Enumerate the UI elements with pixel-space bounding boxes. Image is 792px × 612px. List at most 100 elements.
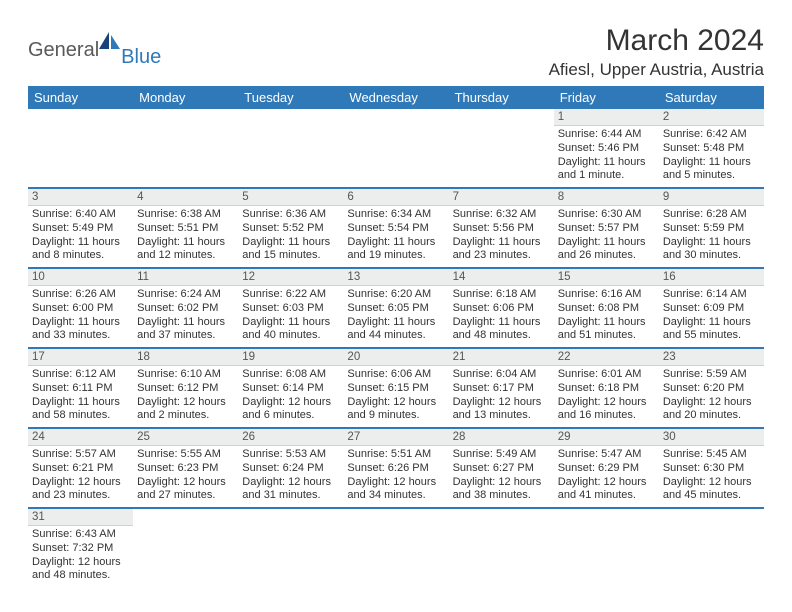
title-block: March 2024 Afiesl, Upper Austria, Austri…	[549, 24, 764, 80]
day-number: 14	[449, 269, 554, 286]
day-info: Sunrise: 6:28 AMSunset: 5:59 PMDaylight:…	[659, 206, 764, 267]
day-cell: 12Sunrise: 6:22 AMSunset: 6:03 PMDayligh…	[238, 268, 343, 348]
day-info: Sunrise: 6:40 AMSunset: 5:49 PMDaylight:…	[28, 206, 133, 267]
day-sr: Sunrise: 6:36 AM	[242, 208, 339, 222]
day-info: Sunrise: 6:44 AMSunset: 5:46 PMDaylight:…	[554, 126, 659, 187]
day-ss: Sunset: 6:14 PM	[242, 382, 339, 396]
day-dl1: Daylight: 11 hours	[558, 156, 655, 170]
day-info: Sunrise: 6:34 AMSunset: 5:54 PMDaylight:…	[343, 206, 448, 267]
day-info: Sunrise: 6:04 AMSunset: 6:17 PMDaylight:…	[449, 366, 554, 427]
day-ss: Sunset: 6:18 PM	[558, 382, 655, 396]
day-ss: Sunset: 6:12 PM	[137, 382, 234, 396]
day-sr: Sunrise: 6:10 AM	[137, 368, 234, 382]
calendar-body: 1Sunrise: 6:44 AMSunset: 5:46 PMDaylight…	[28, 109, 764, 587]
day-ss: Sunset: 6:05 PM	[347, 302, 444, 316]
day-cell	[659, 508, 764, 587]
day-dl1: Daylight: 11 hours	[32, 396, 129, 410]
day-cell: 14Sunrise: 6:18 AMSunset: 6:06 PMDayligh…	[449, 268, 554, 348]
day-info: Sunrise: 6:36 AMSunset: 5:52 PMDaylight:…	[238, 206, 343, 267]
day-ss: Sunset: 6:06 PM	[453, 302, 550, 316]
day-dl2: and 34 minutes.	[347, 489, 444, 503]
day-dl1: Daylight: 11 hours	[663, 156, 760, 170]
day-dl1: Daylight: 12 hours	[663, 476, 760, 490]
day-info: Sunrise: 6:42 AMSunset: 5:48 PMDaylight:…	[659, 126, 764, 187]
day-number: 15	[554, 269, 659, 286]
day-ss: Sunset: 6:15 PM	[347, 382, 444, 396]
day-sr: Sunrise: 5:53 AM	[242, 448, 339, 462]
day-sr: Sunrise: 5:57 AM	[32, 448, 129, 462]
day-dl2: and 48 minutes.	[453, 329, 550, 343]
day-dl1: Daylight: 12 hours	[453, 476, 550, 490]
day-dl1: Daylight: 12 hours	[242, 396, 339, 410]
day-cell	[343, 109, 448, 188]
week-row: 31 Sunrise: 6:43 AMSunset: 7:32 PMDayligh…	[28, 508, 764, 587]
day-ss: Sunset: 6:26 PM	[347, 462, 444, 476]
day-dl2: and 44 minutes.	[347, 329, 444, 343]
day-sr: Sunrise: 5:59 AM	[663, 368, 760, 382]
day-ss: Sunset: 6:02 PM	[137, 302, 234, 316]
day-dl2: and 30 minutes.	[663, 249, 760, 263]
day-ss: Sunset: 5:59 PM	[663, 222, 760, 236]
day-sr: Sunrise: 6:01 AM	[558, 368, 655, 382]
day-cell: 5Sunrise: 6:36 AMSunset: 5:52 PMDaylight…	[238, 188, 343, 268]
day-dl2: and 2 minutes.	[137, 409, 234, 423]
sail-icon	[99, 32, 121, 55]
day-sr: Sunrise: 5:49 AM	[453, 448, 550, 462]
day-sr: Sunrise: 6:16 AM	[558, 288, 655, 302]
day-ss: Sunset: 6:23 PM	[137, 462, 234, 476]
day-dl1: Daylight: 12 hours	[347, 396, 444, 410]
day-dl2: and 13 minutes.	[453, 409, 550, 423]
day-sr: Sunrise: 5:47 AM	[558, 448, 655, 462]
day-sr: Sunrise: 5:51 AM	[347, 448, 444, 462]
day-number: 21	[449, 349, 554, 366]
day-number: 25	[133, 429, 238, 446]
day-dl2: and 41 minutes.	[558, 489, 655, 503]
day-cell: 6Sunrise: 6:34 AMSunset: 5:54 PMDaylight…	[343, 188, 448, 268]
day-dl2: and 26 minutes.	[558, 249, 655, 263]
day-cell: 17Sunrise: 6:12 AMSunset: 6:11 PMDayligh…	[28, 348, 133, 428]
day-ss: Sunset: 6:09 PM	[663, 302, 760, 316]
day-sr: Sunrise: 6:12 AM	[32, 368, 129, 382]
day-info: Sunrise: 6:22 AMSunset: 6:03 PMDaylight:…	[238, 286, 343, 347]
day-header: Thursday	[449, 86, 554, 109]
day-dl2: and 6 minutes.	[242, 409, 339, 423]
day-dl2: and 8 minutes.	[32, 249, 129, 263]
day-sr: Sunrise: 6:40 AM	[32, 208, 129, 222]
day-cell: 23Sunrise: 5:59 AMSunset: 6:20 PMDayligh…	[659, 348, 764, 428]
day-number: 20	[343, 349, 448, 366]
day-info: Sunrise: 6:01 AMSunset: 6:18 PMDaylight:…	[554, 366, 659, 427]
day-cell	[343, 508, 448, 587]
day-ss: Sunset: 5:57 PM	[558, 222, 655, 236]
day-number: 26	[238, 429, 343, 446]
day-dl1: Daylight: 12 hours	[558, 396, 655, 410]
day-number: 18	[133, 349, 238, 366]
week-row: 17Sunrise: 6:12 AMSunset: 6:11 PMDayligh…	[28, 348, 764, 428]
day-header-row: SundayMondayTuesdayWednesdayThursdayFrid…	[28, 86, 764, 109]
day-ss: Sunset: 7:32 PM	[32, 542, 129, 556]
day-sr: Sunrise: 6:04 AM	[453, 368, 550, 382]
day-dl2: and 33 minutes.	[32, 329, 129, 343]
day-dl1: Daylight: 11 hours	[663, 316, 760, 330]
day-cell: 4Sunrise: 6:38 AMSunset: 5:51 PMDaylight…	[133, 188, 238, 268]
day-sr: Sunrise: 6:44 AM	[558, 128, 655, 142]
day-sr: Sunrise: 5:55 AM	[137, 448, 234, 462]
day-dl2: and 27 minutes.	[137, 489, 234, 503]
day-cell	[238, 508, 343, 587]
day-cell: 8Sunrise: 6:30 AMSunset: 5:57 PMDaylight…	[554, 188, 659, 268]
day-number: 22	[554, 349, 659, 366]
day-number: 28	[449, 429, 554, 446]
day-dl1: Daylight: 12 hours	[32, 556, 129, 570]
day-number: 4	[133, 189, 238, 206]
day-number: 31	[28, 509, 133, 526]
day-dl2: and 38 minutes.	[453, 489, 550, 503]
day-number: 2	[659, 109, 764, 126]
day-sr: Sunrise: 6:43 AM	[32, 528, 129, 542]
day-cell: 13Sunrise: 6:20 AMSunset: 6:05 PMDayligh…	[343, 268, 448, 348]
day-sr: Sunrise: 5:45 AM	[663, 448, 760, 462]
day-info: Sunrise: 6:26 AMSunset: 6:00 PMDaylight:…	[28, 286, 133, 347]
day-cell: 25Sunrise: 5:55 AMSunset: 6:23 PMDayligh…	[133, 428, 238, 508]
day-dl2: and 45 minutes.	[663, 489, 760, 503]
day-cell: 31 Sunrise: 6:43 AMSunset: 7:32 PMDayligh…	[28, 508, 133, 587]
day-cell: 24Sunrise: 5:57 AMSunset: 6:21 PMDayligh…	[28, 428, 133, 508]
day-dl2: and 23 minutes.	[32, 489, 129, 503]
